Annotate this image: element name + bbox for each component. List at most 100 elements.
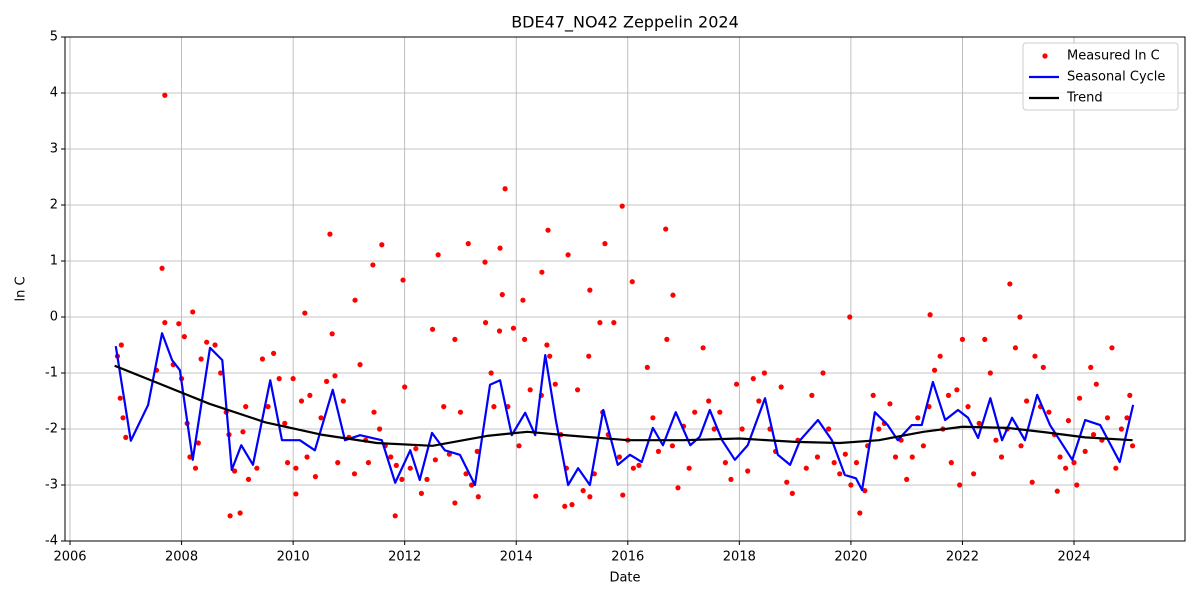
data-point bbox=[1088, 364, 1094, 370]
data-point bbox=[290, 376, 296, 382]
data-point bbox=[376, 426, 383, 432]
data-point bbox=[544, 342, 550, 348]
data-point bbox=[1057, 454, 1063, 460]
data-point bbox=[692, 409, 698, 415]
data-point bbox=[340, 398, 346, 404]
data-point bbox=[948, 460, 954, 466]
data-point bbox=[1017, 314, 1023, 320]
data-point bbox=[181, 334, 187, 340]
data-point bbox=[418, 490, 425, 496]
data-point bbox=[271, 350, 277, 356]
data-point bbox=[574, 387, 581, 393]
data-point bbox=[1065, 418, 1072, 424]
data-point bbox=[820, 370, 826, 376]
data-point bbox=[778, 384, 784, 390]
data-point bbox=[1007, 281, 1013, 287]
data-point bbox=[655, 448, 662, 454]
data-point bbox=[392, 513, 398, 519]
data-point bbox=[388, 454, 394, 460]
data-point bbox=[937, 353, 943, 359]
data-point bbox=[814, 454, 821, 460]
x-tick-label: 2010 bbox=[277, 550, 310, 565]
y-tick-label: 5 bbox=[50, 30, 58, 45]
data-point bbox=[957, 482, 963, 488]
data-point bbox=[636, 462, 642, 468]
data-point bbox=[520, 297, 526, 303]
data-point bbox=[711, 426, 717, 432]
data-point bbox=[327, 231, 333, 237]
data-point bbox=[597, 320, 603, 326]
data-point bbox=[915, 415, 921, 421]
data-point bbox=[565, 252, 571, 258]
y-tick-label: -2 bbox=[45, 422, 58, 437]
data-point bbox=[402, 384, 408, 390]
axes-frame bbox=[64, 36, 1186, 542]
data-point bbox=[475, 494, 481, 500]
data-point bbox=[945, 392, 952, 398]
data-point bbox=[469, 482, 475, 488]
series-line bbox=[114, 364, 1133, 447]
data-point bbox=[1018, 443, 1024, 449]
data-point bbox=[971, 471, 977, 477]
data-point bbox=[259, 356, 266, 362]
data-point bbox=[644, 364, 650, 370]
data-point bbox=[870, 392, 876, 398]
x-tick-label: 2022 bbox=[946, 550, 979, 565]
data-point bbox=[587, 287, 593, 293]
data-point bbox=[853, 460, 860, 466]
data-point bbox=[482, 259, 488, 265]
data-point bbox=[237, 510, 243, 516]
data-point bbox=[987, 370, 993, 376]
data-point bbox=[686, 465, 692, 471]
data-point bbox=[831, 460, 837, 466]
data-point bbox=[1012, 345, 1019, 351]
data-point bbox=[761, 370, 768, 376]
data-point bbox=[1074, 482, 1080, 488]
data-point bbox=[516, 443, 522, 449]
legend-box bbox=[1022, 42, 1179, 111]
data-point bbox=[282, 420, 288, 426]
data-point bbox=[474, 448, 480, 454]
data-point bbox=[803, 465, 809, 471]
data-point bbox=[335, 460, 341, 466]
data-point bbox=[745, 468, 751, 474]
data-point bbox=[629, 279, 635, 285]
series-line bbox=[114, 332, 1135, 492]
legend-marker bbox=[1042, 53, 1048, 59]
data-point bbox=[352, 297, 358, 303]
data-point bbox=[650, 415, 656, 421]
data-point bbox=[552, 381, 558, 387]
plot-area: -4 -3 -2 -1 0 1 2 3 4 5 2006 2008 2010 2012 2014 2016 20… bbox=[45, 30, 1185, 565]
data-point bbox=[245, 476, 252, 482]
data-point bbox=[435, 252, 441, 258]
y-tick-label: -3 bbox=[45, 478, 58, 493]
data-point bbox=[1063, 465, 1069, 471]
data-point bbox=[240, 429, 246, 435]
data-point bbox=[1124, 415, 1130, 421]
data-point bbox=[857, 510, 863, 516]
data-point bbox=[463, 471, 469, 477]
data-point bbox=[717, 409, 723, 415]
data-point bbox=[1054, 488, 1060, 494]
data-point bbox=[176, 321, 182, 327]
data-point bbox=[982, 336, 988, 342]
data-point bbox=[619, 203, 625, 209]
data-point bbox=[432, 457, 438, 463]
data-point bbox=[195, 440, 201, 446]
data-point bbox=[510, 325, 517, 331]
data-point bbox=[611, 320, 617, 326]
data-point bbox=[323, 378, 330, 384]
data-point bbox=[750, 376, 756, 382]
data-point bbox=[329, 331, 335, 337]
x-tick-label: 2020 bbox=[834, 550, 867, 565]
chart-title: BDE47_NO42 Zeppelin 2024 bbox=[511, 13, 739, 33]
data-point bbox=[407, 465, 413, 471]
data-point bbox=[1090, 432, 1097, 438]
data-point bbox=[1046, 409, 1052, 415]
data-point bbox=[976, 420, 982, 426]
data-point bbox=[675, 485, 681, 491]
data-point bbox=[602, 241, 608, 247]
data-point bbox=[302, 310, 308, 316]
data-point bbox=[580, 488, 586, 494]
data-point bbox=[739, 426, 745, 432]
